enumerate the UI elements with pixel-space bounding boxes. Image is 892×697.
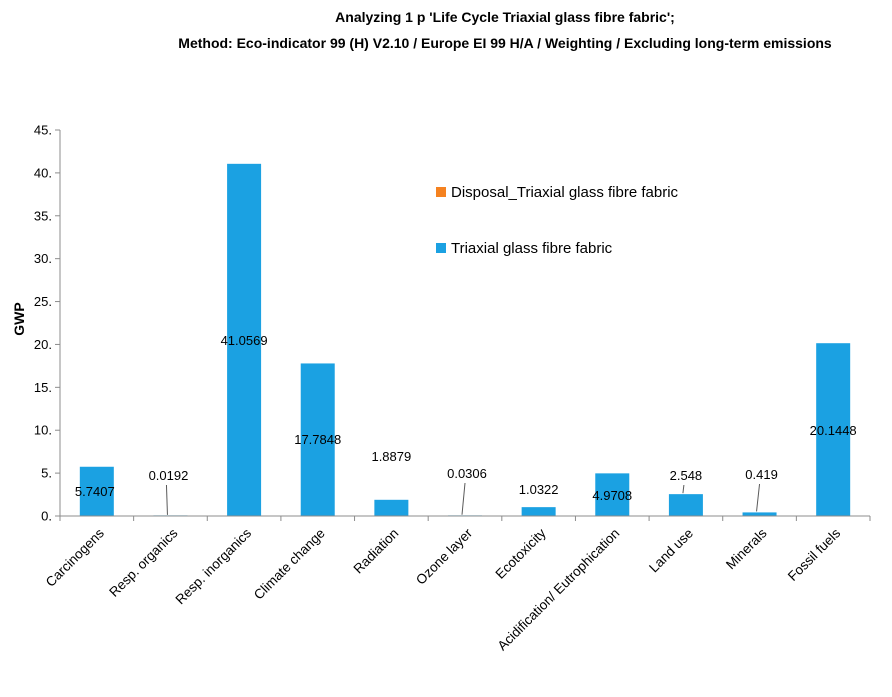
leader-line xyxy=(756,483,761,512)
bar xyxy=(742,512,777,516)
x-tick-label: Resp. organics xyxy=(106,525,180,599)
leader-line xyxy=(682,484,685,494)
x-tick-label: Climate change xyxy=(251,526,328,603)
legend: Disposal_Triaxial glass fibre fabric Tria… xyxy=(436,184,679,257)
bar xyxy=(300,363,335,516)
axes xyxy=(59,130,871,521)
legend-label: Disposal_Triaxial glass fibre fabric xyxy=(451,184,679,201)
data-label: 4.9708 xyxy=(592,488,632,503)
x-tick-label: Carcinogens xyxy=(43,525,107,589)
data-label: 0.0306 xyxy=(447,466,487,481)
y-tick-label: 35. xyxy=(34,208,52,223)
x-tick-label: Ecotoxicity xyxy=(493,525,549,581)
bar xyxy=(227,163,262,516)
legend-swatch xyxy=(436,243,446,253)
data-label: 2.548 xyxy=(670,468,703,483)
x-tick-label: Ozone layer xyxy=(413,525,475,587)
data-label: 0.419 xyxy=(745,467,778,482)
bars xyxy=(79,163,851,516)
y-tick-label: 25. xyxy=(34,294,52,309)
bar xyxy=(595,473,630,516)
data-label: 5.7407 xyxy=(75,484,115,499)
legend-swatch xyxy=(436,187,446,197)
x-tick-label: Acidification/ Eutrophication xyxy=(495,526,623,654)
y-axis: 0. 5. 10. 15. 20. 25. 30. 35. 40. 45. xyxy=(34,123,60,524)
x-tick-label: Minerals xyxy=(723,525,770,572)
x-tick-label: Land use xyxy=(646,526,696,576)
data-label: 1.8879 xyxy=(371,449,411,464)
chart-title: Analyzing 1 p 'Life Cycle Triaxial glass… xyxy=(335,9,675,25)
x-tick-label: Radiation xyxy=(351,526,402,577)
chart-subtitle: Method: Eco-indicator 99 (H) V2.10 / Eur… xyxy=(178,35,832,51)
x-tick-label: Resp. inorganics xyxy=(172,525,254,607)
y-tick-label: 0. xyxy=(41,509,52,524)
bar xyxy=(521,507,556,516)
x-tick-label: Fossil fuels xyxy=(785,525,844,584)
data-label: 20.1448 xyxy=(810,423,857,438)
y-tick-label: 45. xyxy=(34,123,52,138)
y-tick-label: 5. xyxy=(41,466,52,481)
data-label: 0.0192 xyxy=(149,468,189,483)
data-labels: 5.7407 0.0192 41.0569 17.7848 1.8879 0.0306 1.… xyxy=(75,333,857,515)
y-axis-label: GWP xyxy=(11,302,27,335)
y-tick-label: 30. xyxy=(34,251,52,266)
y-tick-label: 40. xyxy=(34,165,52,180)
data-label: 17.7848 xyxy=(294,432,341,447)
bar xyxy=(374,499,409,516)
legend-label: Triaxial glass fibre fabric xyxy=(451,240,613,257)
bar xyxy=(668,494,703,516)
data-label: 1.0322 xyxy=(519,482,559,497)
y-tick-label: 10. xyxy=(34,423,52,438)
bar xyxy=(79,466,114,516)
leader-line xyxy=(461,482,466,515)
data-label: 41.0569 xyxy=(221,333,268,348)
bar xyxy=(816,343,851,516)
y-tick-label: 15. xyxy=(34,380,52,395)
y-tick-label: 20. xyxy=(34,337,52,352)
leader-line xyxy=(165,484,168,515)
